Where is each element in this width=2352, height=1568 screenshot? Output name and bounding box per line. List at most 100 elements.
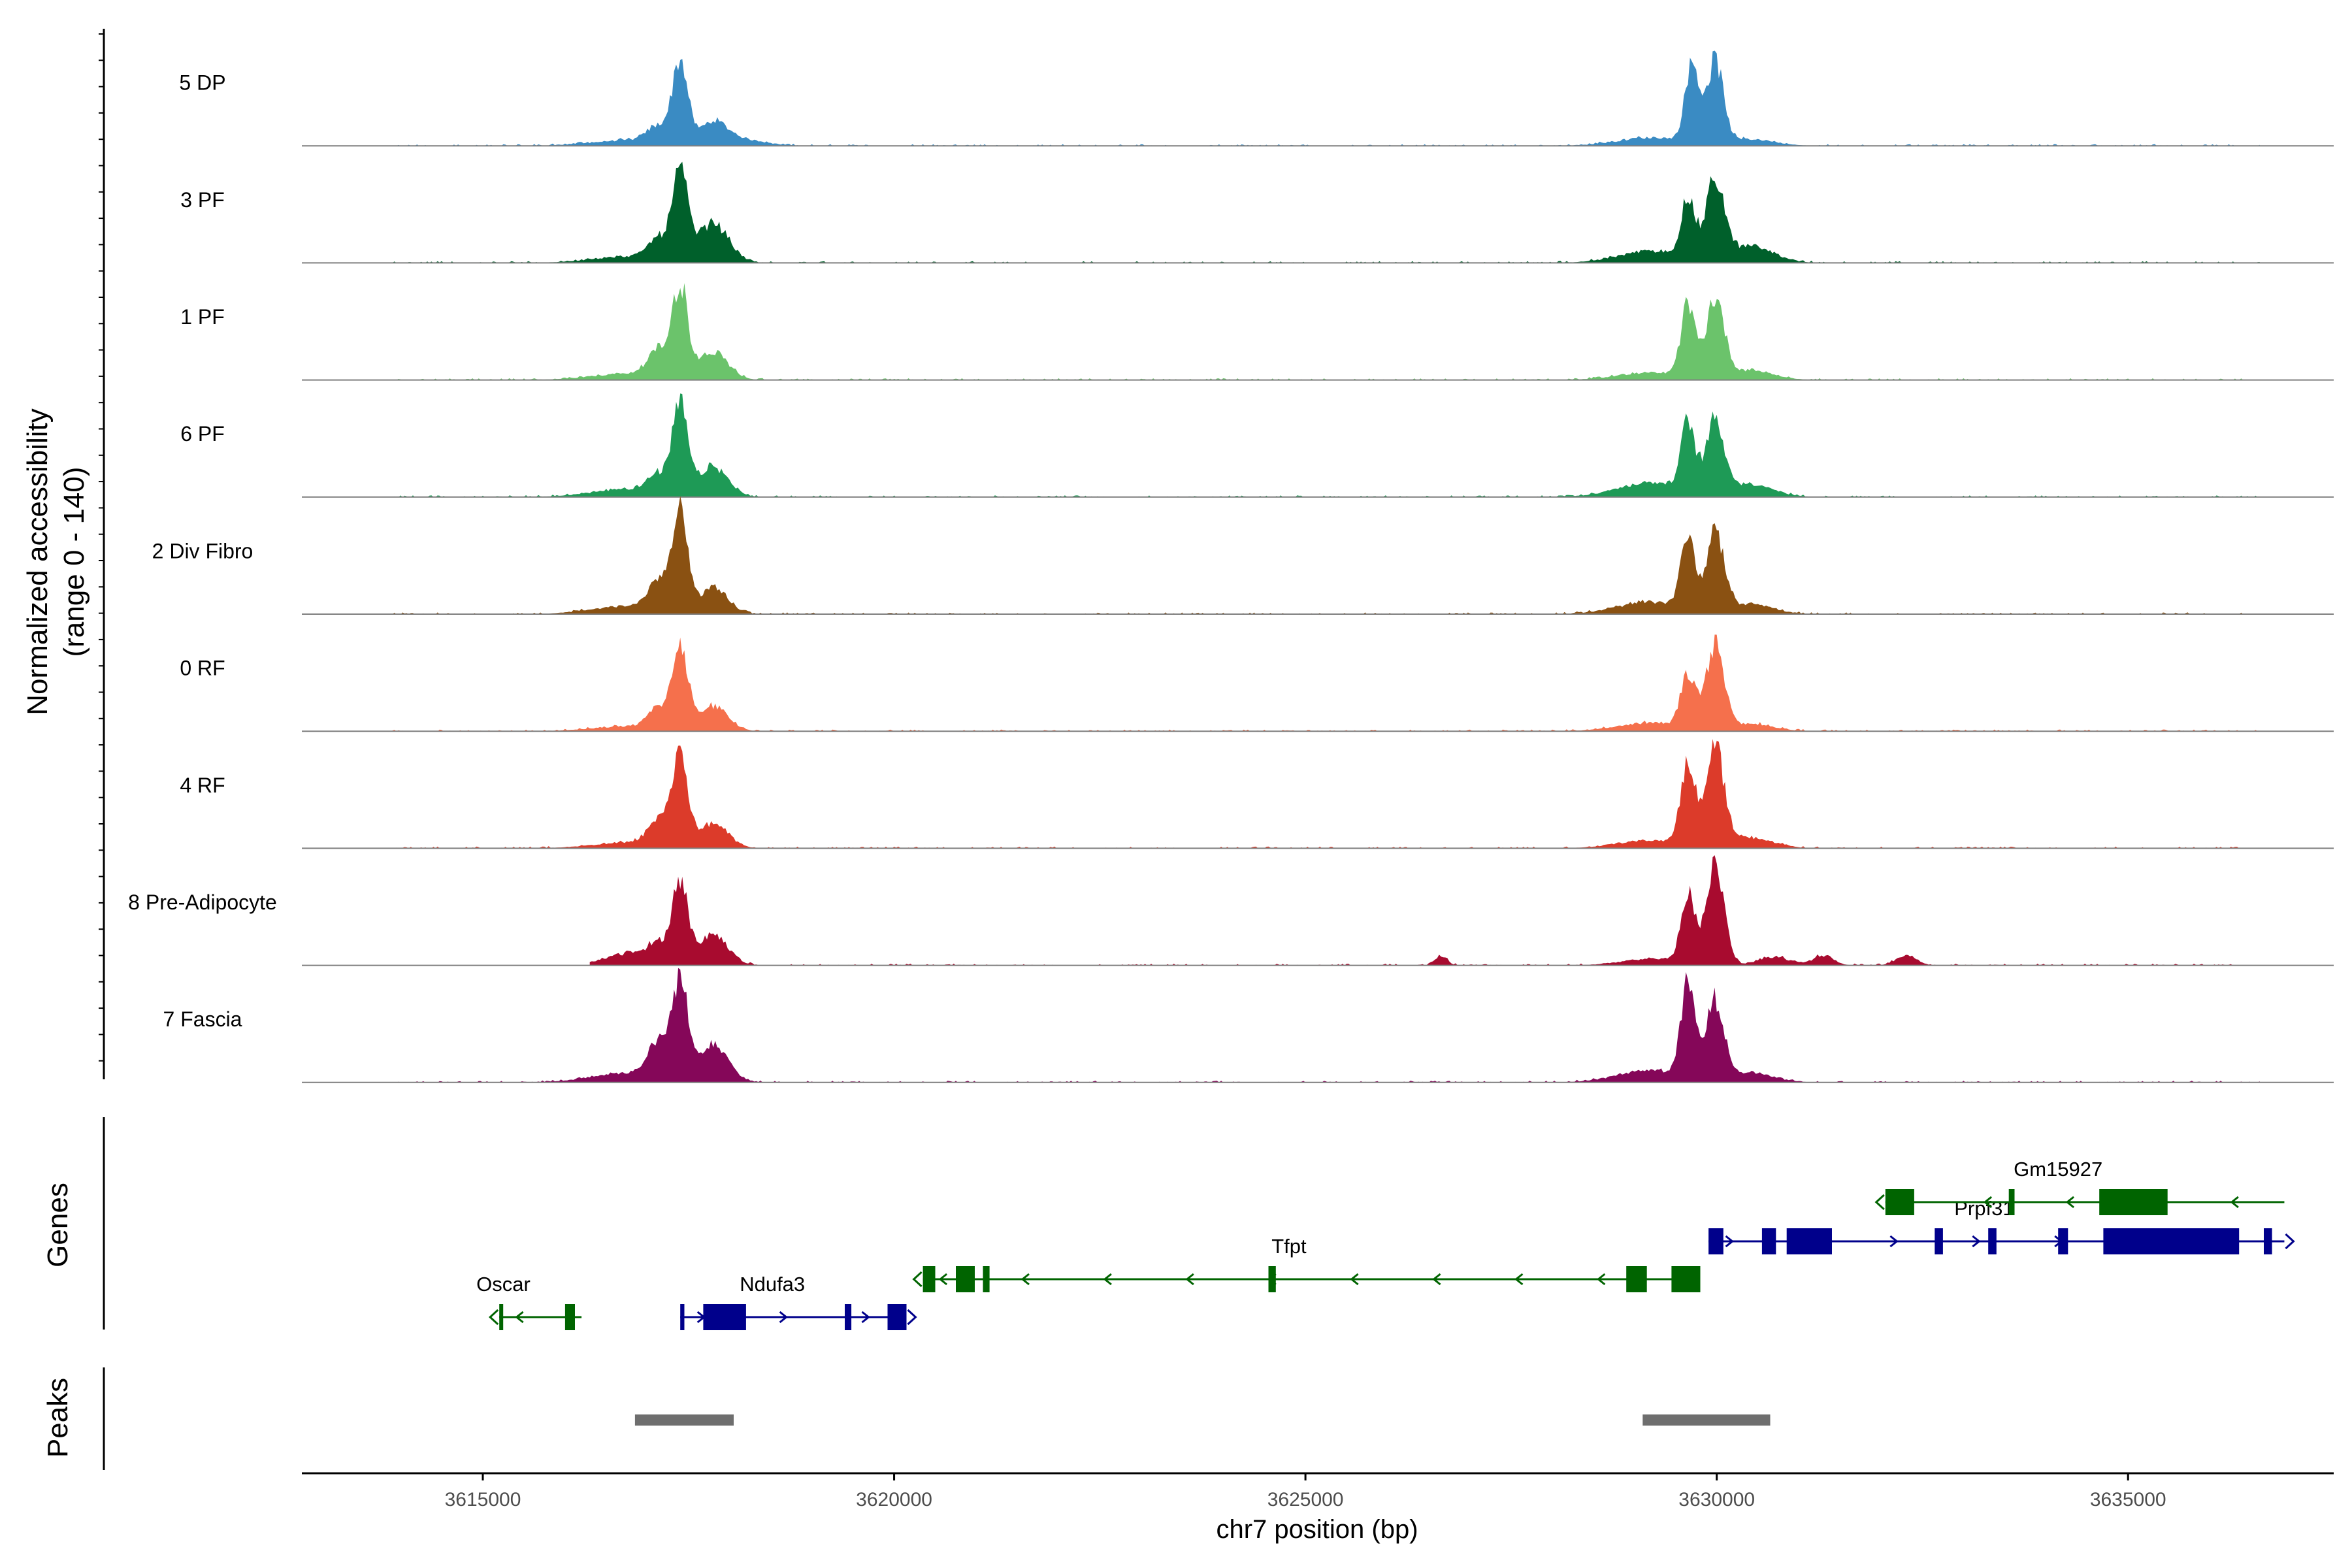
gene-exon xyxy=(887,1304,907,1330)
strand-arrow xyxy=(2285,1233,2295,1250)
strand-chevron xyxy=(938,1273,948,1286)
strand-chevron xyxy=(515,1311,524,1324)
coverage-area xyxy=(392,283,2260,380)
y-axis-subtitle: (range 0 - 140) xyxy=(58,466,90,657)
track-1-pf: 1 PF xyxy=(180,283,2334,381)
coverage-area xyxy=(392,739,2260,849)
gene-exon xyxy=(1708,1228,1723,1254)
genes-title: Genes xyxy=(42,1183,74,1267)
gene-exon xyxy=(564,1304,575,1330)
coverage-tracks: 5 DP 3 PF 1 PF 6 PF 2 Div Fibro 0 RF 4 RF 8 Pre… xyxy=(128,50,2334,1083)
gene-exon xyxy=(2264,1228,2272,1254)
x-tick-label: 3625000 xyxy=(1267,1489,1344,1511)
track-2-div-fibro: 2 Div Fibro xyxy=(152,496,2334,615)
gene-exon xyxy=(1268,1266,1276,1292)
track-label: 6 PF xyxy=(180,422,225,446)
gene-oscar: Oscar xyxy=(476,1273,582,1330)
strand-chevron xyxy=(1432,1273,1441,1286)
strand-chevron xyxy=(1350,1273,1359,1286)
strand-chevron xyxy=(1021,1273,1030,1286)
track-3-pf: 3 PF xyxy=(180,161,2334,264)
track-label: 4 RF xyxy=(180,774,225,797)
strand-arrow xyxy=(907,1309,917,1326)
coverage-area xyxy=(392,496,2260,614)
track-label: 3 PF xyxy=(180,188,225,212)
peak-region xyxy=(634,1414,734,1426)
coverage-area xyxy=(392,634,2260,732)
strand-chevron xyxy=(1596,1273,1606,1286)
coverage-area xyxy=(392,161,2260,263)
track-7-fascia: 7 Fascia xyxy=(163,968,2334,1083)
coverage-area xyxy=(589,855,2260,966)
track-label: 5 DP xyxy=(179,71,225,95)
gene-label: Gm15927 xyxy=(2014,1158,2102,1181)
strand-chevron xyxy=(1972,1235,1981,1248)
strand-chevron xyxy=(2065,1196,2075,1209)
track-label: 8 Pre-Adipocyte xyxy=(128,890,277,914)
gene-exon xyxy=(956,1266,975,1292)
gene-tfpt: Tfpt xyxy=(912,1235,1701,1292)
gene-label: Tfpt xyxy=(1271,1235,1307,1258)
strand-chevron xyxy=(861,1311,870,1324)
track-8-pre-adipocyte: 8 Pre-Adipocyte xyxy=(128,855,2334,966)
gene-exon xyxy=(2008,1189,2015,1215)
gene-exon xyxy=(1935,1228,1943,1254)
gene-exon xyxy=(983,1266,990,1292)
gene-label: Prpf31 xyxy=(1954,1197,2014,1220)
gene-ndufa3: Ndufa3 xyxy=(680,1273,917,1330)
gene-label: Oscar xyxy=(476,1273,531,1296)
strand-chevron xyxy=(1983,1196,1993,1209)
strand-arrow xyxy=(1874,1194,1885,1211)
x-axis-ticks: 3615000 3620000 3625000 3630000 3635000 xyxy=(445,1473,2166,1511)
gene-exon xyxy=(1988,1228,1997,1254)
strand-chevron xyxy=(779,1311,788,1324)
track-0-rf: 0 RF xyxy=(180,634,2334,732)
x-tick-label: 3635000 xyxy=(2090,1489,2166,1511)
gene-exon xyxy=(1626,1266,1647,1292)
track-label: 1 PF xyxy=(180,305,225,329)
coverage-y-ticks xyxy=(99,33,104,1062)
strand-arrow xyxy=(488,1309,499,1326)
track-label: 0 RF xyxy=(180,657,225,680)
gene-exon xyxy=(845,1304,852,1330)
coverage-area xyxy=(392,50,2260,146)
strand-chevron xyxy=(1185,1273,1194,1286)
peaks-panel: Peaks xyxy=(42,1367,1771,1470)
gene-exon xyxy=(1671,1266,1701,1292)
peak-region xyxy=(1642,1414,1771,1426)
track-4-rf: 4 RF xyxy=(180,739,2334,849)
peaks-title: Peaks xyxy=(42,1378,74,1458)
coverage-area xyxy=(392,968,2260,1083)
y-axis-title: Normalized accessibility xyxy=(22,408,54,715)
gene-label: Ndufa3 xyxy=(740,1273,805,1296)
x-tick-label: 3630000 xyxy=(1678,1489,1755,1511)
strand-chevron xyxy=(1725,1235,1734,1248)
gene-exon xyxy=(680,1304,685,1330)
gene-exon xyxy=(1786,1228,1832,1254)
track-6-pf: 6 PF xyxy=(180,393,2334,498)
x-axis: 3615000 3620000 3625000 3630000 3635000 chr7… xyxy=(302,1472,2334,1544)
strand-chevron xyxy=(2230,1196,2239,1209)
peak-regions xyxy=(634,1414,1771,1426)
x-axis-title: chr7 position (bp) xyxy=(1216,1515,1418,1544)
x-tick-label: 3615000 xyxy=(445,1489,521,1511)
strand-chevron xyxy=(1103,1273,1112,1286)
gene-exon xyxy=(1885,1189,1914,1215)
strand-chevron xyxy=(1889,1235,1899,1248)
gene-exon xyxy=(923,1266,936,1292)
gene-exon xyxy=(2058,1228,2068,1254)
gene-exon xyxy=(2103,1228,2240,1254)
gene-exon xyxy=(703,1304,746,1330)
gene-exon xyxy=(2099,1189,2168,1215)
gene-exon xyxy=(1761,1228,1776,1254)
track-label: 7 Fascia xyxy=(163,1007,242,1031)
track-5-dp: 5 DP xyxy=(179,50,2334,147)
strand-arrow xyxy=(912,1271,923,1288)
gene-exon xyxy=(499,1304,504,1330)
coverage-y-axis xyxy=(99,29,105,1079)
strand-chevron xyxy=(1514,1273,1524,1286)
gene-prpf31: Prpf31 xyxy=(1708,1197,2295,1254)
gene-gm15927: Gm15927 xyxy=(1874,1158,2285,1215)
